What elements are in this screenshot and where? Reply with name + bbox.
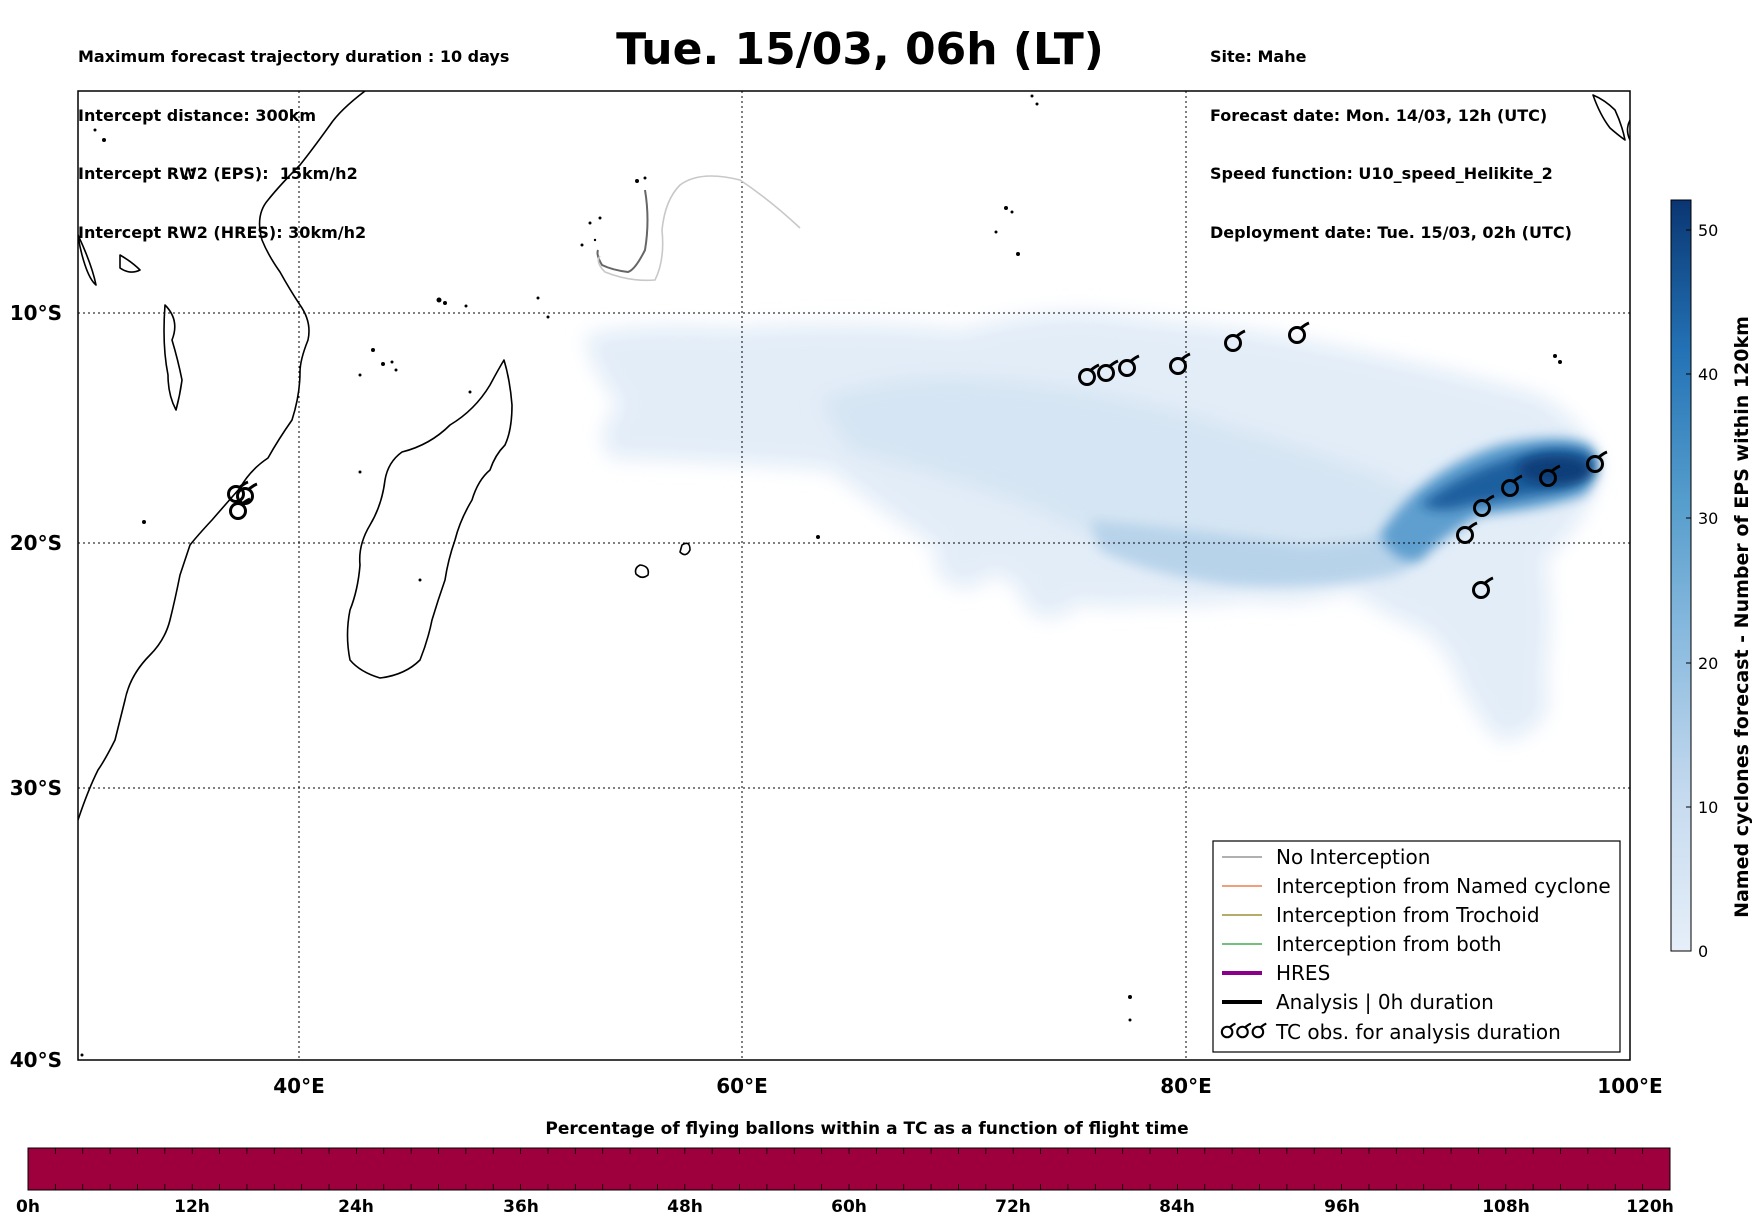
time-tick-label: 12h xyxy=(174,1197,210,1217)
legend-label: HRES xyxy=(1276,961,1330,985)
legend-box xyxy=(1212,840,1621,1053)
legend: No Interception Interception from Named … xyxy=(1212,840,1621,1053)
time-tick-label: 48h xyxy=(667,1197,703,1217)
trajectories xyxy=(596,175,801,282)
page-title: Tue. 15/03, 06h (LT) xyxy=(616,24,1104,75)
madagascar-coastline xyxy=(346,359,513,679)
africa-coastline xyxy=(78,91,366,821)
time-tick-label: 0h xyxy=(16,1197,40,1217)
flight-time-bar-fill xyxy=(27,1147,1671,1191)
coastlines xyxy=(78,91,1630,821)
lon-label: 100°E xyxy=(1597,1074,1662,1098)
info-line: Intercept RW2 (HRES): 30km/h2 xyxy=(78,222,367,242)
legend-label: Interception from both xyxy=(1276,932,1502,956)
time-tick-label: 84h xyxy=(1159,1197,1195,1217)
flight-time-tick-labels: 0h 12h 24h 36h 48h 60h 72h 84h 96h 108h … xyxy=(16,1197,1674,1217)
time-tick-label: 96h xyxy=(1324,1197,1360,1217)
lake-tanganyika xyxy=(78,234,97,286)
lake-malawi xyxy=(163,304,183,411)
time-tick-label: 120h xyxy=(1626,1197,1674,1217)
info-line: Speed function: U10_speed_Helikite_2 xyxy=(1210,164,1553,183)
legend-label: No Interception xyxy=(1276,845,1430,869)
lon-label: 60°E xyxy=(716,1074,768,1098)
no-interception-trajectory xyxy=(597,175,801,282)
info-line: Forecast date: Mon. 14/03, 12h (UTC) xyxy=(1210,105,1548,125)
no-interception-trajectory xyxy=(596,189,649,274)
map-frame xyxy=(77,90,1631,1061)
time-tick-label: 24h xyxy=(338,1197,374,1217)
info-line: Intercept distance: 300km xyxy=(78,105,317,125)
info-line: Deployment date: Tue. 15/03, 02h (UTC) xyxy=(1210,222,1572,242)
eps-colorbar: 0 10 20 30 40 50 Named cyclones forecast… xyxy=(1670,199,1753,961)
info-line: Maximum forecast trajectory duration : 1… xyxy=(78,47,510,66)
flight-time-minor-ticks xyxy=(54,1148,1644,1190)
legend-label: Interception from Trochoid xyxy=(1276,903,1540,927)
info-line: Site: Mahe xyxy=(1210,47,1307,66)
legend-label: TC obs. for analysis duration xyxy=(1275,1020,1561,1044)
lat-label: 20°S xyxy=(10,531,62,555)
reunion xyxy=(679,542,691,556)
time-tick-label: 108h xyxy=(1482,1197,1530,1217)
colorbar-tick-label: 50 xyxy=(1698,221,1718,240)
colorbar-label: Named cyclones forecast - Number of EPS … xyxy=(1731,316,1753,918)
forecast-parameters: Maximum forecast trajectory duration : 1… xyxy=(78,8,509,262)
colorbar-gradient xyxy=(1670,199,1692,952)
lake-victoria xyxy=(119,254,141,273)
graticule xyxy=(78,91,1630,1060)
eps-density-field xyxy=(585,312,1600,742)
colorbar-ticks xyxy=(1686,229,1691,952)
flight-time-bar: Percentage of flying ballons within a TC… xyxy=(16,1119,1674,1217)
longitude-labels: 40°E 60°E 80°E 100°E xyxy=(273,1074,1662,1098)
map-area xyxy=(78,91,1630,1060)
small-islands xyxy=(80,94,1562,1057)
mauritius xyxy=(634,564,650,579)
lon-label: 40°E xyxy=(273,1074,325,1098)
legend-label: Analysis | 0h duration xyxy=(1276,990,1494,1014)
colorbar-tick-label: 40 xyxy=(1698,365,1718,384)
lat-label: 40°S xyxy=(10,1048,62,1072)
time-tick-label: 72h xyxy=(995,1197,1031,1217)
colorbar-tick-label: 0 xyxy=(1698,942,1708,961)
latitude-labels: 10°S 20°S 30°S 40°S xyxy=(10,301,62,1072)
time-tick-label: 60h xyxy=(831,1197,867,1217)
lat-label: 30°S xyxy=(10,776,62,800)
flight-time-bar-title: Percentage of flying ballons within a TC… xyxy=(545,1119,1188,1139)
lat-label: 10°S xyxy=(10,301,62,325)
colorbar-tick-label: 20 xyxy=(1698,654,1718,673)
info-line: Intercept RW2 (EPS): 15km/h2 xyxy=(78,164,358,183)
site-info: Site: Mahe Forecast date: Mon. 14/03, 12… xyxy=(1210,8,1572,262)
lon-label: 80°E xyxy=(1160,1074,1212,1098)
colorbar-tick-label: 30 xyxy=(1698,509,1718,528)
colorbar-tick-label: 10 xyxy=(1698,798,1718,817)
time-tick-label: 36h xyxy=(503,1197,539,1217)
legend-label: Interception from Named cyclone xyxy=(1276,874,1611,898)
